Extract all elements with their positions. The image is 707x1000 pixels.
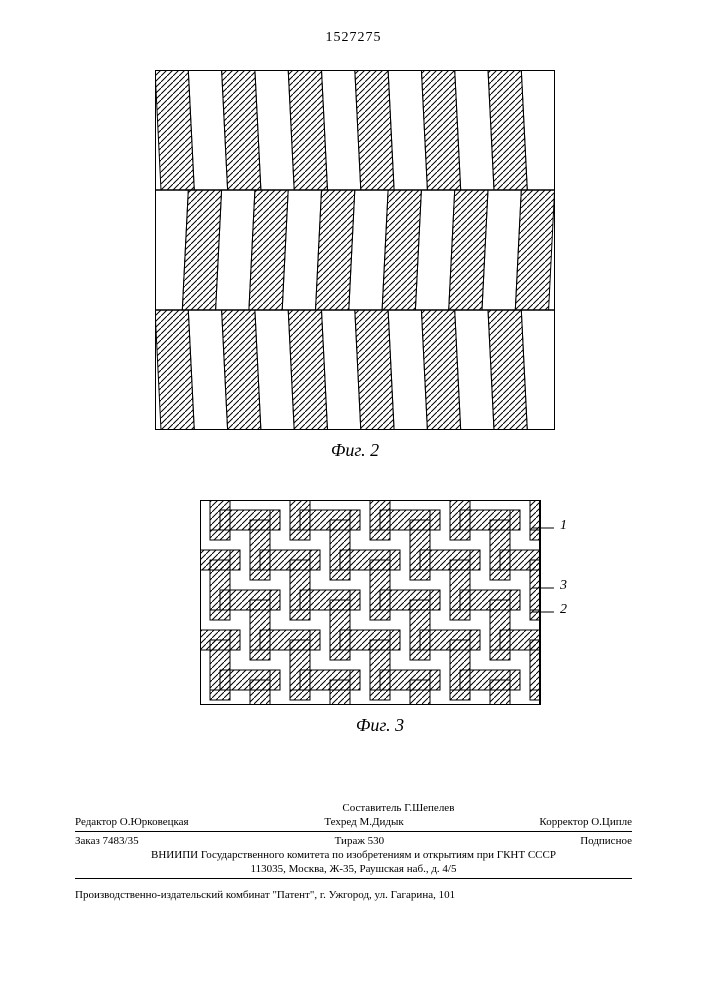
tirazh: Тираж 530: [335, 835, 385, 847]
redaktor: Редактор О.Юрковецкая: [75, 816, 189, 828]
tehred: Техред М.Дидык: [324, 816, 403, 828]
final-line: Производственно-издательский комбинат "П…: [75, 889, 632, 901]
ref-label: 1: [560, 518, 567, 534]
addr: 113035, Москва, Ж-35, Раушская наб., д. …: [75, 863, 632, 875]
ref-label: 3: [560, 578, 567, 594]
fig2-svg: [155, 70, 555, 430]
patent-number: 1527275: [326, 30, 382, 46]
vniipi: ВНИИПИ Государственного комитета по изоб…: [75, 849, 632, 861]
divider: [75, 831, 632, 832]
footer-block: Составитель Г.Шепелев Редактор О.Юрковец…: [75, 790, 632, 901]
divider: [75, 878, 632, 879]
sostavitel: Составитель Г.Шепелев: [342, 802, 632, 814]
fig2-label: Фиг. 2: [155, 440, 555, 461]
page: 1527275 Фиг. 2 Фиг. 3 132: [0, 0, 707, 1000]
zakaz: Заказ 7483/35: [75, 835, 139, 847]
fig3-label: Фиг. 3: [200, 715, 560, 736]
figure-2: Фиг. 2: [155, 70, 555, 461]
figure-3: Фиг. 3 132: [200, 500, 560, 736]
korrektor: Корректор О.Ципле: [539, 816, 632, 828]
podpisnoe: Подписное: [580, 835, 632, 847]
fig3-svg: [200, 500, 570, 705]
ref-label: 2: [560, 602, 567, 618]
